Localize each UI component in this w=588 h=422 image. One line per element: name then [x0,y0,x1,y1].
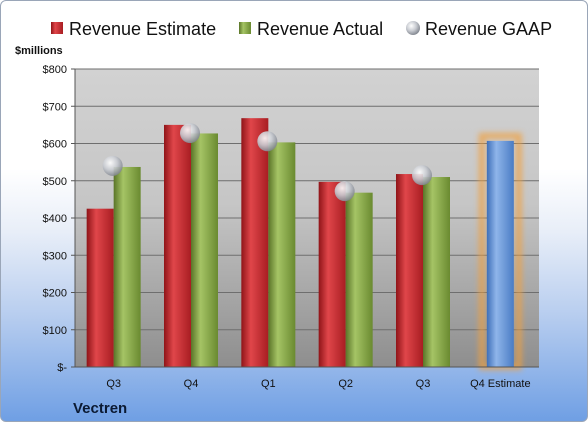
legend-label: Revenue GAAP [425,19,552,39]
y-tick-label: $700 [43,101,67,113]
legend-label: Revenue Actual [257,19,383,39]
marker-revenue-gaap [412,165,432,186]
bar-q4-estimate [486,140,514,367]
legend-item: Revenue GAAP [406,19,552,39]
legend-item: Revenue Estimate [51,19,216,39]
y-tick-label: $- [57,362,67,374]
y-tick-label: $200 [43,288,67,300]
bar-revenue-estimate [241,118,269,367]
marker-revenue-gaap [102,155,123,176]
y-tick-label: $500 [43,176,67,188]
legend: Revenue Estimate Revenue Actual Revenue GA… [51,19,552,39]
bar-revenue-actual [191,133,218,367]
legend-item: Revenue Actual [239,19,383,39]
marker-revenue-gaap [257,131,278,152]
legend-swatch [51,22,63,34]
y-tick-label: $800 [43,64,67,76]
y-tick-label: $300 [43,250,67,262]
y-tick-label: $100 [43,325,67,337]
x-tick-label: Q2 [338,378,353,390]
company-name: Vectren [73,400,127,417]
bar-revenue-actual [113,166,141,367]
marker-revenue-gaap [334,181,355,202]
x-tick-label: Q4 [184,378,199,390]
legend-label: Revenue Estimate [69,19,216,39]
y-axis-unit-label: $millions [15,45,63,57]
x-tick-label: Q1 [261,378,276,390]
x-tick-label: Q4 Estimate [470,378,531,390]
marker-revenue-gaap [180,123,200,144]
x-tick-label: Q3 [416,378,431,390]
bar-revenue-estimate [396,174,423,367]
x-tick-label: Q3 [106,378,121,390]
legend-swatch [239,22,251,34]
y-tick-label: $400 [43,213,67,225]
bar-revenue-actual [423,177,450,367]
bar-revenue-estimate [86,208,114,367]
bar-revenue-actual [345,192,373,367]
legend-swatch [406,21,420,35]
bar-revenue-actual [268,142,296,367]
bar-revenue-estimate [164,124,191,367]
y-tick-label: $600 [43,139,67,151]
bar-revenue-estimate [318,181,346,367]
plot-area: $- $100 $200 $300 $400 $500 $600 $700 $800 Q3 Q4 Q1… [43,64,539,390]
